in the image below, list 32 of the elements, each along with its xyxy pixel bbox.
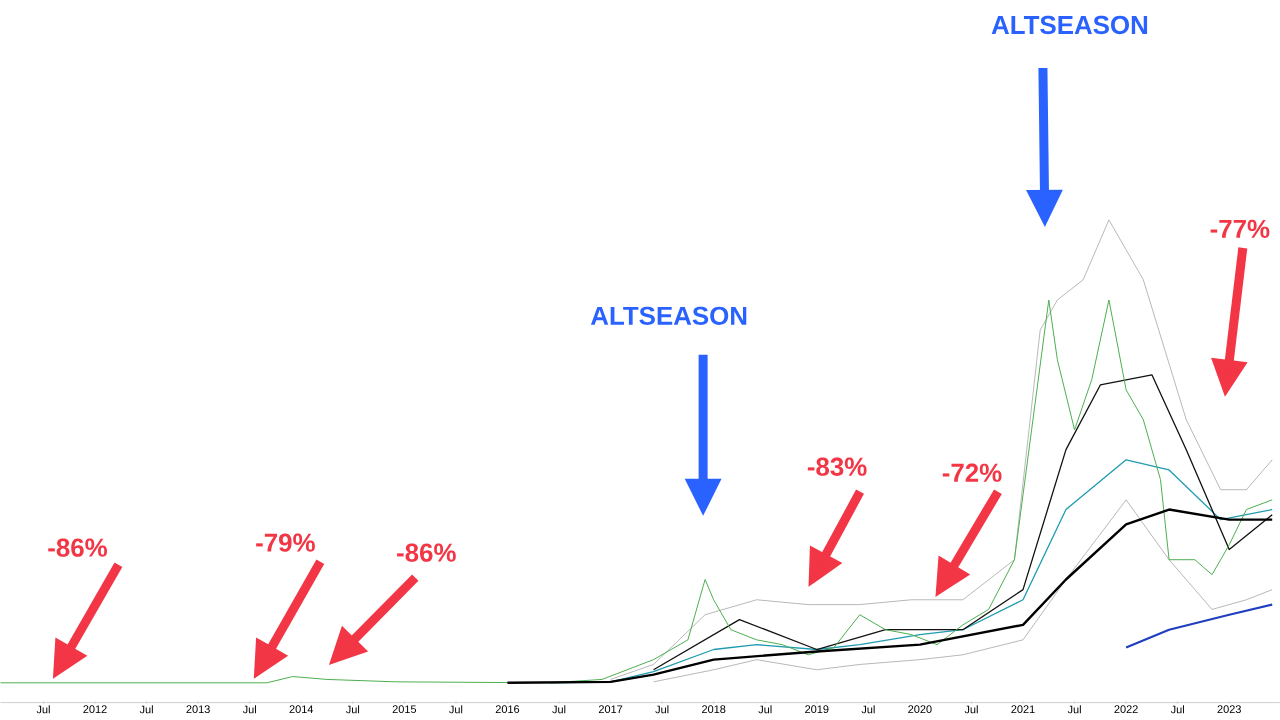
text: ALTSEASON <box>991 16 1148 35</box>
x-tick-label: 2021 <box>1011 705 1035 714</box>
x-tick-label: 2017 <box>598 705 623 714</box>
x-tick-label: 2016 <box>495 705 520 714</box>
x-tick-label: 2013 <box>186 705 210 714</box>
annotation: -79% <box>256 533 315 553</box>
x-tick-label: 2022 <box>1114 705 1138 714</box>
x-tick-label: 2020 <box>908 705 932 714</box>
annotation: -86% <box>397 543 456 563</box>
x-tick-label: Jul <box>964 705 978 714</box>
x-tick-label: Jul <box>36 705 50 714</box>
x-tick-label: 2019 <box>805 705 829 714</box>
annotation: -72% <box>942 463 1002 483</box>
x-tick-label: Jul <box>449 705 463 714</box>
x-tick-label: 2018 <box>702 705 726 714</box>
x-tick-label: Jul <box>655 705 669 714</box>
annotation: ALTSEASON <box>590 306 747 326</box>
x-tick-label: Jul <box>139 705 153 714</box>
x-tick-label: 2012 <box>83 705 107 714</box>
annotation: -83% <box>807 457 867 477</box>
x-tick-label: Jul <box>1067 705 1081 714</box>
x-tick-label: Jul <box>1170 705 1184 714</box>
annotation: -86% <box>48 538 107 558</box>
x-tick-label: Jul <box>242 705 256 714</box>
x-tick-label: 2014 <box>289 705 314 714</box>
x-tick-label: Jul <box>861 705 875 714</box>
x-tick-label: 2023 <box>1217 705 1241 714</box>
x-tick-label: Jul <box>345 705 360 714</box>
x-tick-label: 2015 <box>392 705 417 714</box>
x-tick-label: Jul <box>552 705 566 714</box>
annotation: -77% <box>1210 219 1270 239</box>
x-tick-label: Jul <box>758 705 772 714</box>
